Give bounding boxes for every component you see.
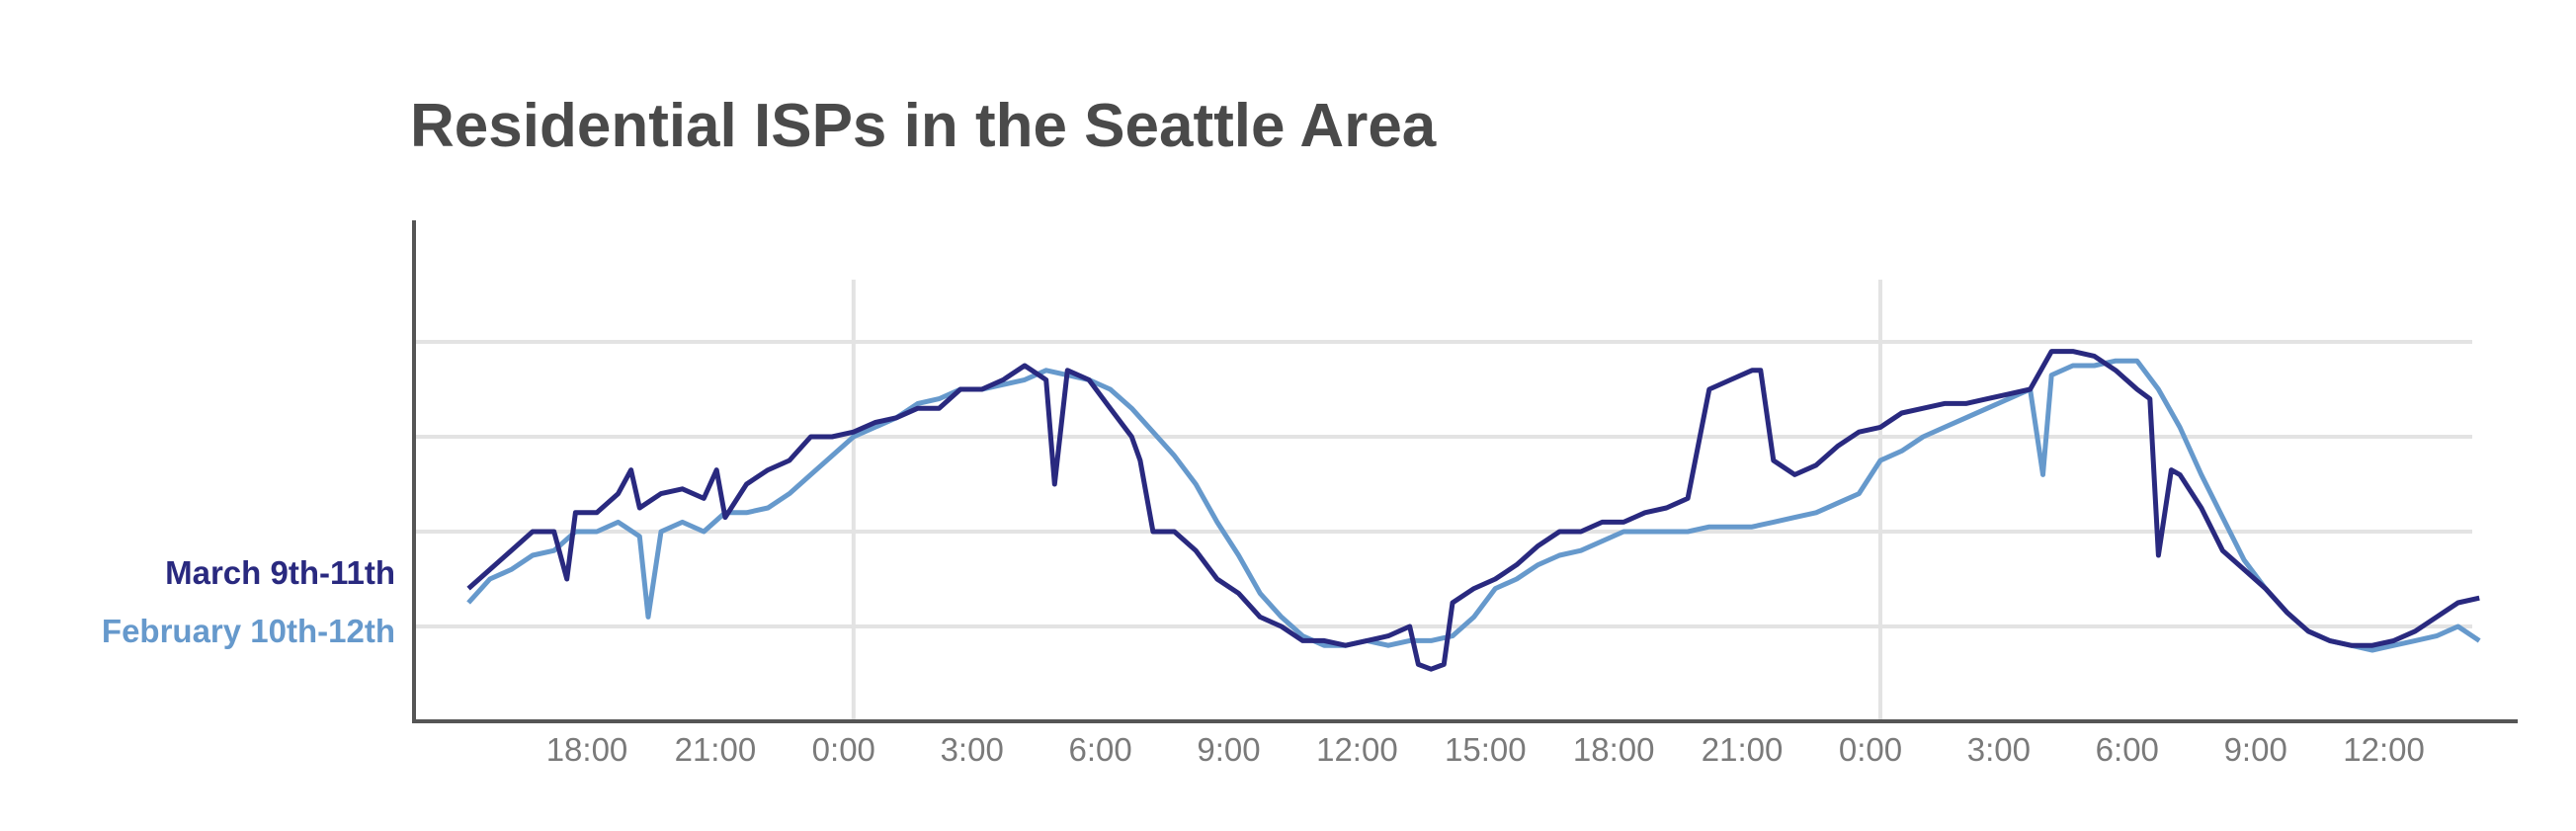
x-tick-label: 12:00 bbox=[2343, 731, 2425, 768]
chart-title: Residential ISPs in the Seattle Area bbox=[410, 92, 1437, 160]
x-tick-label: 6:00 bbox=[2096, 731, 2159, 768]
x-tick-label: 0:00 bbox=[1839, 731, 1902, 768]
x-tick-label: 21:00 bbox=[1702, 731, 1784, 768]
legend-entry-1: February 10th-12th bbox=[102, 613, 395, 649]
grid-layer bbox=[414, 280, 2472, 721]
legend-entry-0: March 9th-11th bbox=[165, 554, 395, 591]
series-layer bbox=[466, 349, 2481, 672]
x-tick-label: 18:00 bbox=[546, 731, 628, 768]
x-tick-label: 9:00 bbox=[1197, 731, 1260, 768]
x-tick-label: 6:00 bbox=[1068, 731, 1131, 768]
x-tick-label: 3:00 bbox=[1967, 731, 2031, 768]
series-line-0 bbox=[466, 349, 2480, 672]
x-tick-label: 3:00 bbox=[941, 731, 1004, 768]
x-tick-label: 21:00 bbox=[675, 731, 757, 768]
legend: March 9th-11th February 10th-12th bbox=[102, 554, 395, 649]
x-tick-label: 12:00 bbox=[1316, 731, 1398, 768]
x-tick-label: 15:00 bbox=[1445, 731, 1527, 768]
x-tick-labels: 18:00 21:00 0:00 3:00 6:00 9:00 12:00 15:00 18:0… bbox=[546, 731, 2425, 768]
x-tick-label: 0:00 bbox=[812, 731, 875, 768]
series-line-1 bbox=[466, 358, 2481, 653]
x-tick-label: 18:00 bbox=[1573, 731, 1655, 768]
x-tick-label: 9:00 bbox=[2224, 731, 2287, 768]
